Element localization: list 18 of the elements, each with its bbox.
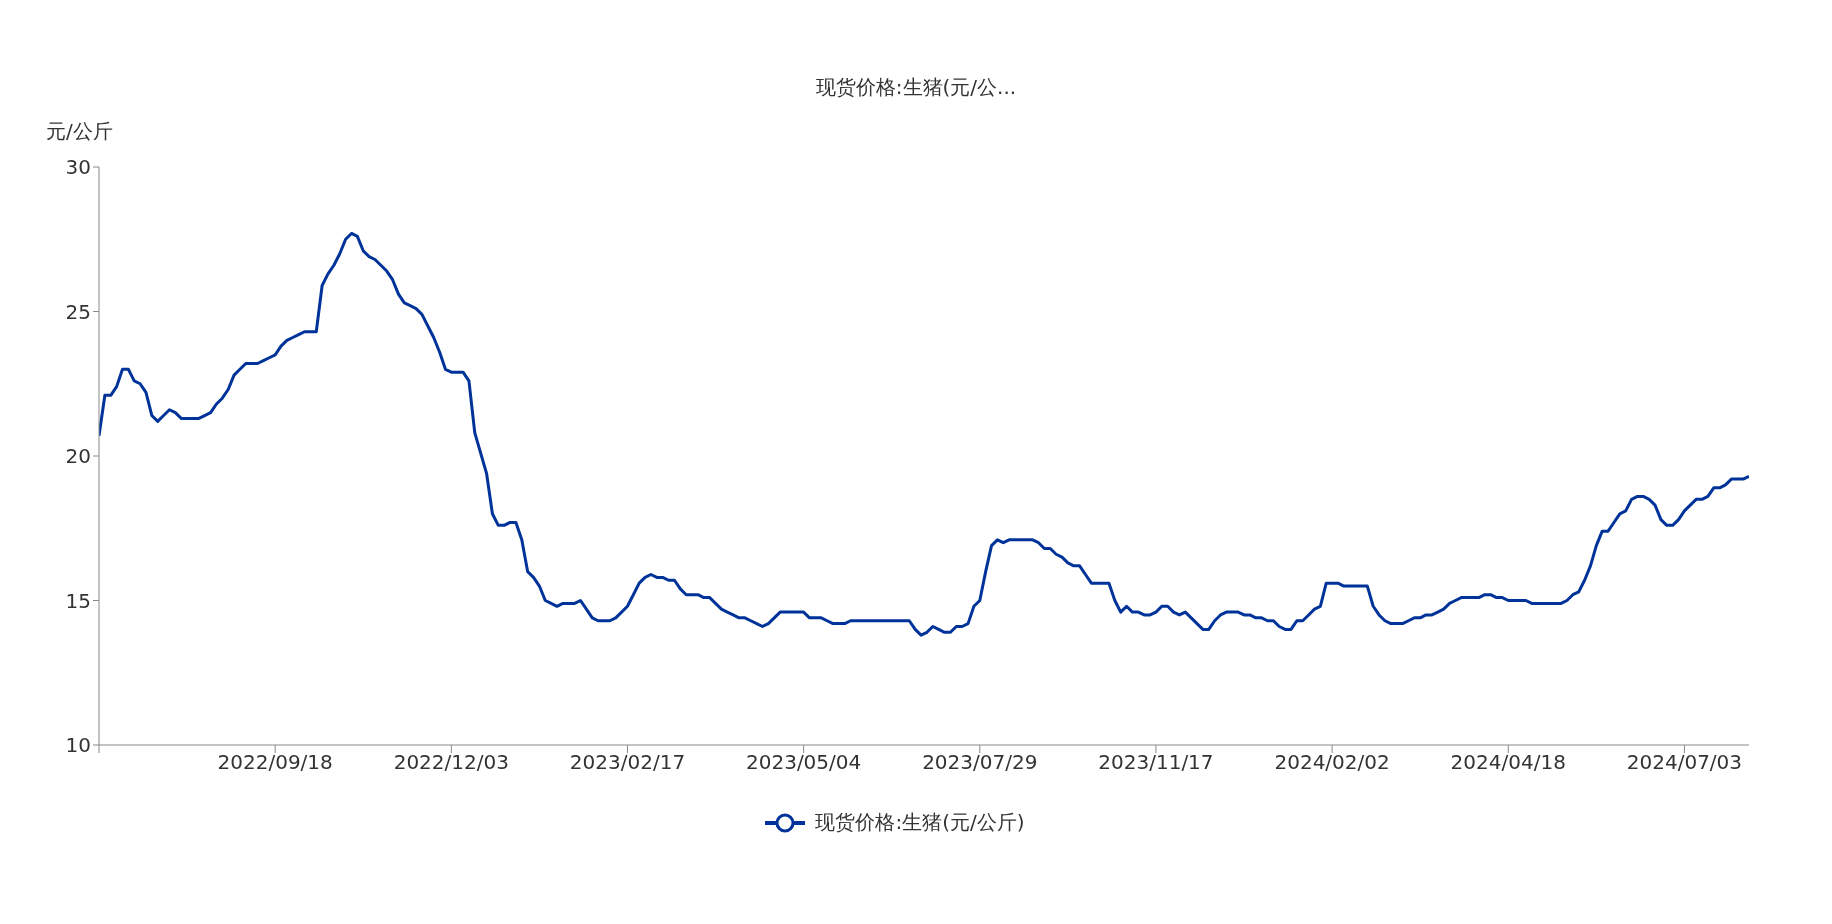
x-tick-label: 2022/09/18 [217, 750, 333, 775]
x-tick-label: 2024/07/03 [1626, 750, 1743, 775]
x-tick-label: 2024/04/18 [1450, 750, 1566, 775]
chart-title: 现货价格:生猪(元/公... [814, 74, 1018, 101]
x-tick-label: 2023/11/17 [1098, 750, 1214, 775]
x-tick-label: 2023/05/04 [745, 750, 862, 775]
y-tick-label: 15 [65, 588, 91, 613]
y-tick-label: 25 [65, 299, 91, 324]
x-tick-label: 2024/02/02 [1274, 750, 1390, 775]
x-tick-label: 2022/12/03 [393, 750, 509, 775]
legend-label: 现货价格:生猪(元/公斤) [815, 809, 1025, 836]
y-tick-label: 10 [65, 733, 91, 758]
x-tick-label: 2023/07/29 [922, 750, 1038, 775]
y-tick-label: 30 [65, 155, 91, 180]
x-tick-label: 2023/02/17 [569, 750, 686, 775]
y-tick-label: 20 [65, 444, 91, 469]
y-axis-title: 元/公斤 [46, 118, 113, 145]
line-series [99, 231, 1749, 637]
